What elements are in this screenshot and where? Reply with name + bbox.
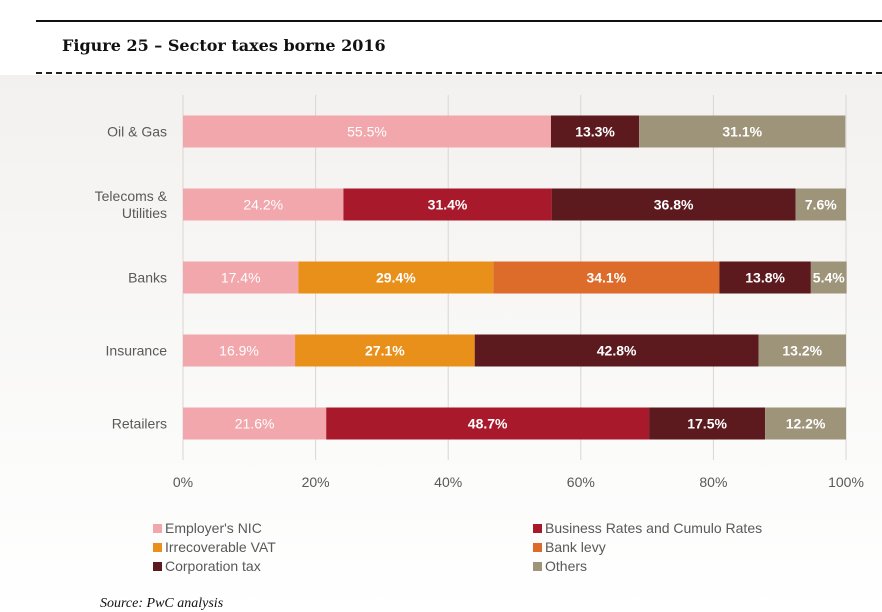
x-tick-label: 60% [567, 474, 595, 490]
data-label: 24.2% [243, 197, 283, 213]
category-label: Utilities [122, 205, 167, 221]
figure-title: Figure 25 – Sector taxes borne 2016 [62, 36, 386, 55]
x-tick-label: 0% [173, 474, 193, 490]
bar-employer-s-nic [183, 115, 551, 148]
bar-bank-levy [493, 261, 720, 294]
bar-corporation-tax [649, 407, 766, 440]
data-label: 36.8% [654, 197, 694, 213]
legend-label: Irrecoverable VAT [165, 539, 276, 555]
legend-label: Bank levy [545, 539, 606, 555]
bar-irrecoverable-vat [295, 334, 475, 367]
data-label: 16.9% [219, 343, 259, 359]
data-label: 17.5% [687, 416, 727, 432]
data-label: 5.4% [813, 270, 845, 286]
x-tick-label: 40% [434, 474, 462, 490]
legend-swatch-irrecoverable-vat [153, 543, 162, 552]
bar-business-rates-and-cumulo-rates [326, 407, 650, 440]
data-label: 12.2% [786, 416, 826, 432]
data-label: 13.2% [782, 343, 822, 359]
legend-swatch-employer-s-nic [153, 524, 162, 533]
legend-swatch-corporation-tax [153, 562, 162, 571]
bar-others [758, 334, 846, 367]
category-label: Oil & Gas [107, 124, 167, 140]
legend-swatch-others [533, 562, 542, 571]
category-label: Retailers [112, 416, 167, 432]
bar-corporation-tax [719, 261, 811, 294]
data-label: 13.3% [575, 124, 615, 140]
x-tick-label: 20% [302, 474, 330, 490]
top-rule [36, 20, 882, 22]
data-label: 48.7% [468, 416, 508, 432]
legend-swatch-bank-levy [533, 543, 542, 552]
source-note: Source: PwC analysis [100, 596, 224, 611]
data-label: 7.6% [805, 197, 837, 213]
bar-corporation-tax [474, 334, 759, 367]
bar-employer-s-nic [183, 334, 296, 367]
x-tick-label: 100% [828, 474, 864, 490]
data-label: 13.8% [745, 270, 785, 286]
bar-corporation-tax [551, 188, 796, 221]
bar-employer-s-nic [183, 407, 327, 440]
legend-label: Business Rates and Cumulo Rates [545, 520, 762, 536]
data-label: 17.4% [221, 270, 261, 286]
bar-employer-s-nic [183, 188, 344, 221]
data-label: 55.5% [347, 124, 387, 140]
bar-others [765, 407, 846, 440]
x-tick-label: 80% [699, 474, 727, 490]
data-label: 29.4% [376, 270, 416, 286]
category-label: Insurance [106, 343, 168, 359]
bar-irrecoverable-vat [298, 261, 494, 294]
bar-others [639, 115, 846, 148]
data-label: 42.8% [597, 343, 637, 359]
legend-label: Employer's NIC [165, 520, 262, 536]
bar-business-rates-and-cumulo-rates [343, 188, 552, 221]
data-label: 31.4% [428, 197, 468, 213]
category-label: Banks [128, 270, 167, 286]
data-label: 21.6% [235, 416, 275, 432]
bar-others [795, 188, 846, 221]
legend-swatch-business-rates-and-cumulo-rates [533, 524, 542, 533]
bar-employer-s-nic [183, 261, 299, 294]
legend-label: Corporation tax [165, 558, 261, 574]
bar-others [810, 261, 847, 294]
dashed-divider [36, 72, 882, 74]
bar-corporation-tax [550, 115, 640, 148]
category-label: Telecoms & [95, 188, 168, 204]
data-label: 31.1% [722, 124, 762, 140]
legend-label: Others [545, 558, 587, 574]
data-label: 27.1% [365, 343, 405, 359]
data-label: 34.1% [586, 270, 626, 286]
